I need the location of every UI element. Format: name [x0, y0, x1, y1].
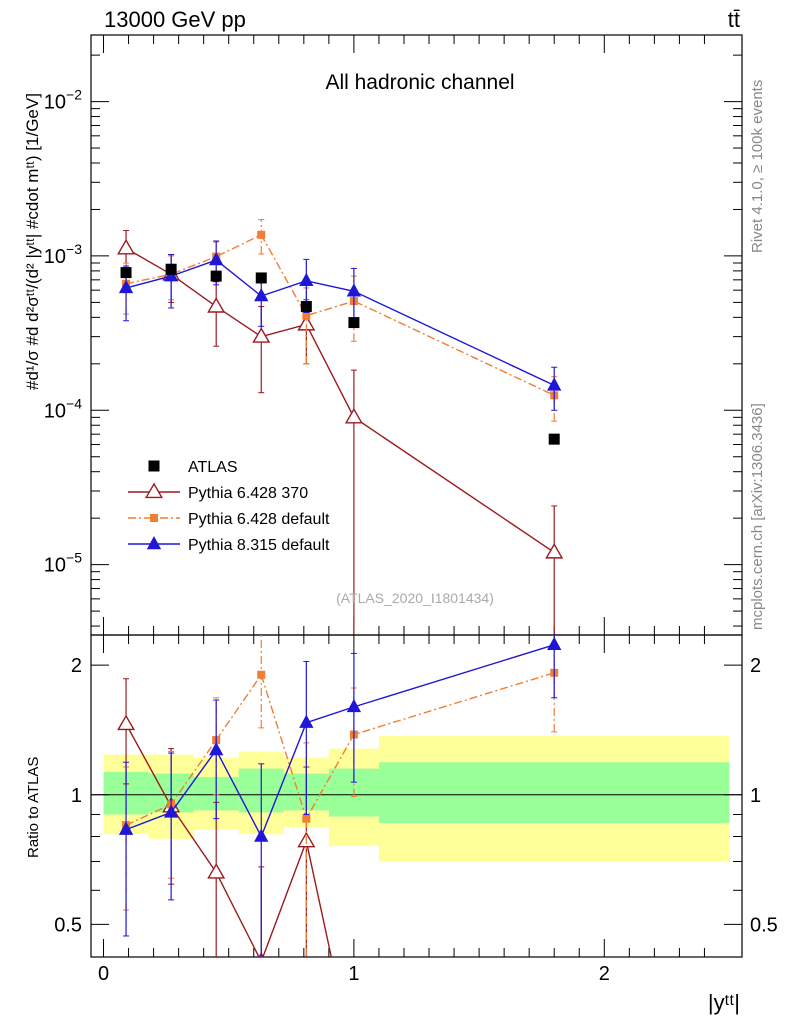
ratio-data-point: [299, 714, 314, 728]
data-point: [257, 230, 266, 239]
ratio-data-point: [118, 821, 134, 835]
ratio-data-point: [209, 742, 224, 756]
legend-item: Pythia 6.428 370: [128, 482, 308, 502]
data-point: [120, 267, 132, 279]
main-y-tick-label: 10−5: [44, 550, 82, 577]
ratio-data-point: [207, 863, 226, 879]
data-point: [255, 272, 267, 284]
data-point: [165, 263, 177, 275]
legend-item: Pythia 6.428 default: [128, 511, 330, 528]
x-tick-label: 0: [98, 963, 109, 985]
main-y-axis-label: #d¹/σ #d d²σᵗᵗ/(d² |yᵗᵗ| #cdot mᵗᵗ) [1/G…: [23, 93, 42, 390]
legend-label: Pythia 6.428 default: [188, 511, 330, 528]
ratio-data-point: [346, 698, 362, 713]
legend-marker: [146, 535, 162, 550]
legend-marker: [144, 482, 164, 499]
data-point: [118, 279, 134, 294]
data-point: [300, 301, 312, 313]
data-point: [344, 407, 363, 424]
data-point: [252, 327, 271, 343]
ratio-data-point: [117, 714, 136, 731]
legend: ATLAS Pythia 6.428 370 Pythia 6.428 defaul…: [128, 459, 330, 554]
header-energy: 13000 GeV pp: [104, 7, 246, 32]
data-point: [348, 317, 360, 329]
legend-item: Pythia 8.315 default: [128, 535, 330, 554]
series-pythia-8-315-default: [118, 240, 562, 411]
legend-marker: [148, 460, 160, 472]
header-process: tt̄: [728, 7, 740, 32]
main-series-layer: [117, 219, 564, 635]
ratio-data-point: [257, 670, 266, 679]
ratio-axis-ticks: 0.5 0.5 1 1 2 2 0 1 2: [54, 635, 778, 985]
ratio-y-tick-label-right: 2: [750, 655, 761, 677]
legend-item: ATLAS: [148, 459, 238, 476]
data-point: [254, 287, 269, 302]
mcplots-label: mcplots.cern.ch [arXiv:1306.3436]: [749, 403, 766, 630]
data-point: [117, 238, 136, 255]
rivet-version-label: Rivet 4.1.0, ≥ 100k events: [749, 80, 766, 253]
ratio-y-axis-label: Ratio to ATLAS: [25, 757, 42, 858]
data-point: [207, 297, 226, 313]
data-point: [210, 270, 222, 282]
ratio-y-tick-label-right: 1: [750, 785, 761, 807]
series-atlas: [120, 263, 560, 445]
data-point: [346, 283, 362, 297]
ratio-series-layer: [117, 635, 562, 957]
x-tick-label: 2: [599, 963, 610, 985]
main-axis-ticks: 10−5 10−4 10−3 10−2: [44, 35, 742, 635]
analysis-watermark: (ATLAS_2020_I1801434): [336, 590, 494, 606]
ratio-data-point: [302, 814, 311, 823]
main-panel: 10−5 10−4 10−3 10−2 All hadronic channel (A…: [23, 34, 743, 636]
data-point: [302, 311, 311, 320]
ratio-y-tick-label: 0.5: [54, 914, 82, 936]
ratio-plot-frame: [90, 634, 743, 958]
main-y-tick-label: 10−3: [44, 241, 82, 268]
ratio-data-point: [547, 636, 562, 651]
legend-label: ATLAS: [188, 459, 238, 476]
legend-label: Pythia 6.428 370: [188, 485, 308, 502]
ratio-y-tick-label-right: 0.5: [750, 914, 778, 936]
main-y-tick-label: 10−2: [44, 87, 82, 114]
legend-label: Pythia 8.315 default: [188, 537, 330, 554]
x-axis-label: |yᵗᵗ|: [708, 990, 740, 1015]
ratio-y-tick-label: 2: [71, 655, 82, 677]
ratio-series-line: [125, 723, 333, 957]
uncertainty-band-inner: [378, 762, 730, 823]
main-y-tick-label: 10−4: [44, 395, 82, 422]
ratio-panel: 0.5 0.5 1 1 2 2 0 1 2 Ratio to ATLAS |yᵗᵗ|: [25, 634, 778, 1015]
main-title: All hadronic channel: [325, 71, 514, 94]
data-point: [545, 542, 564, 559]
data-point: [209, 252, 224, 266]
ratio-y-tick-label: 1: [71, 785, 82, 807]
x-tick-label: 1: [348, 963, 359, 985]
legend-marker: [150, 514, 158, 522]
data-point: [299, 272, 314, 287]
ratio-data-point: [163, 804, 179, 818]
data-point: [548, 433, 560, 445]
ratio-data-point: [254, 828, 269, 842]
ratio-series-pythia-8-315-default: [118, 635, 562, 957]
data-point: [547, 377, 562, 391]
